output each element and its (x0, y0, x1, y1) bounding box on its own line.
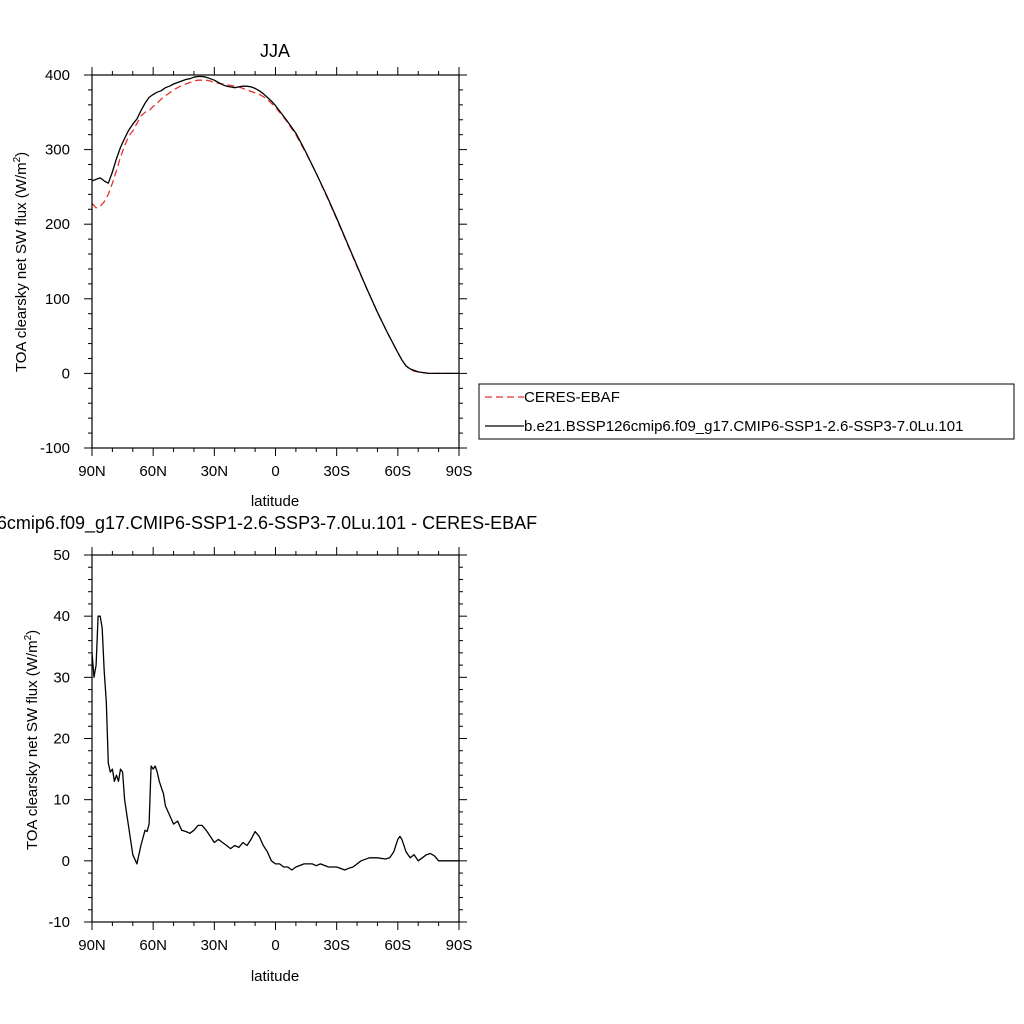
bottom-chart-x-tick-label: 60N (139, 937, 167, 954)
top-chart-ceres-ebaf-line (92, 79, 459, 375)
bottom-chart-difference-line (92, 615, 459, 871)
bottom-chart: b.e21.BSSP126cmip6.f09_g17.CMIP6-SSP1-2.… (0, 513, 537, 985)
top-chart-x-tick-label: 30S (323, 463, 350, 480)
bottom-chart-x-tick-label: 30S (323, 937, 350, 954)
bottom-chart-y-tick-label: 20 (53, 731, 70, 748)
legend-box (478, 383, 1015, 440)
bottom-chart-title: b.e21.BSSP126cmip6.f09_g17.CMIP6-SSP1-2.… (0, 513, 537, 534)
bottom-chart-x-tick-label: 0 (271, 937, 279, 954)
top-chart-x-tick-label: 90S (446, 463, 473, 480)
top-chart: JJA 90N 60N 30N 0 30S 60S 90S -100 0 100 200 300 400… (12, 41, 1015, 510)
top-chart-y-tick-label: 300 (45, 142, 70, 159)
bottom-chart-x-axis-label: latitude (251, 968, 299, 985)
top-chart-y-tick-label: 200 (45, 216, 70, 233)
legend-label-model: b.e21.BSSP126cmip6.f09_g17.CMIP6-SSP1-2.… (524, 418, 963, 435)
bottom-chart-tick-labels: 90N 60N 30N 0 30S 60S 90S -10 0 10 20 30 40 50 (48, 547, 472, 954)
top-chart-model-line (92, 75, 459, 375)
top-chart-x-axis-label: latitude (251, 493, 299, 510)
bottom-chart-y-tick-label: 0 (62, 853, 70, 870)
bottom-chart-y-label-sup: 2 (23, 634, 34, 640)
bottom-chart-y-tick-label: 50 (53, 547, 70, 564)
legend-label-ceres: CERES-EBAF (524, 389, 620, 406)
top-chart-x-tick-label: 0 (271, 463, 279, 480)
bottom-chart-y-tick-label: 30 (53, 669, 70, 686)
top-chart-y-label-main: TOA clearsky net SW flux (W/m (13, 162, 30, 372)
bottom-chart-y-axis-label: TOA clearsky net SW flux (W/m2) (23, 630, 41, 850)
top-chart-series (92, 75, 459, 375)
top-chart-y-tick-label: -100 (40, 440, 70, 457)
bottom-chart-y-tick-label: 40 (53, 608, 70, 625)
top-chart-y-label-sup: 2 (12, 156, 23, 162)
bottom-chart-x-tick-label: 90S (446, 937, 473, 954)
top-chart-x-tick-label: 60N (139, 463, 167, 480)
top-chart-x-tick-label: 90N (78, 463, 106, 480)
top-chart-x-tick-label: 60S (384, 463, 411, 480)
top-chart-y-axis-label: TOA clearsky net SW flux (W/m2) (12, 152, 30, 372)
top-chart-x-tick-label: 30N (201, 463, 229, 480)
top-chart-y-tick-label: 0 (62, 365, 70, 382)
bottom-chart-x-tick-label: 90N (78, 937, 106, 954)
bottom-chart-series (92, 615, 459, 871)
bottom-chart-y-tick-label: -10 (48, 914, 70, 931)
top-chart-title: JJA (260, 41, 290, 61)
bottom-chart-ticks (84, 547, 467, 930)
bottom-chart-x-tick-label: 60S (384, 937, 411, 954)
bottom-chart-y-label-main: TOA clearsky net SW flux (W/m (24, 640, 41, 850)
bottom-chart-y-label-close: ) (24, 630, 41, 635)
top-chart-y-tick-label: 100 (45, 291, 70, 308)
bottom-chart-x-tick-label: 30N (201, 937, 229, 954)
legend: CERES-EBAF b.e21.BSSP126cmip6.f09_g17.CM… (478, 383, 1015, 440)
top-chart-ticks (84, 67, 467, 456)
top-chart-tick-labels: 90N 60N 30N 0 30S 60S 90S -100 0 100 200 300 400 (40, 67, 472, 480)
bottom-chart-y-tick-label: 10 (53, 792, 70, 809)
top-chart-y-tick-label: 400 (45, 67, 70, 84)
top-chart-y-label-close: ) (13, 152, 30, 157)
